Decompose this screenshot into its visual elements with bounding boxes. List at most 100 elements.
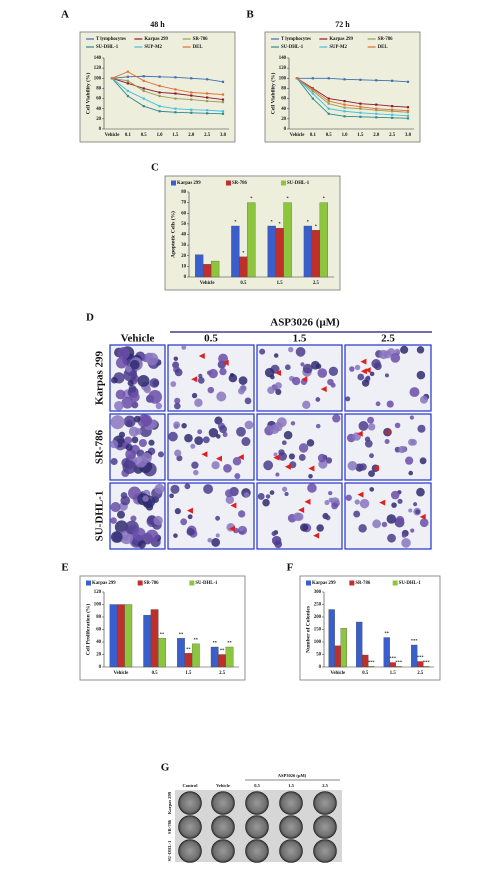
cell [405,456,414,465]
cell [331,502,338,510]
cell [122,460,137,474]
cell [386,514,397,524]
y-tick-label: 80 [281,87,286,92]
cell [284,491,289,497]
legend-label: SUP-M2 [144,45,162,50]
y-tick-label: 80 [96,615,101,620]
y-tick-label: 200 [314,615,322,620]
cell [169,493,174,499]
x-tick-label: 2.5 [313,281,320,286]
row-label: SU-DHL-1 [167,840,172,862]
plate [313,815,337,839]
cell [110,415,125,430]
cell [354,499,360,505]
cell [398,445,406,454]
y-tick-label: 150 [314,628,322,633]
legend-label: SR-786 [355,581,371,586]
data-point [406,114,410,117]
significance-label: ** [220,648,225,653]
data-point [391,79,394,82]
cell [298,454,306,461]
data-point [311,97,314,100]
cell [315,423,321,429]
cell [357,373,365,381]
legend-label: Karpas 299 [144,37,168,42]
cell [219,425,228,434]
cell [110,502,121,513]
x-tick-label: 0.1 [125,133,132,138]
data-point [158,75,161,78]
data-point [391,116,394,119]
cell [181,422,187,429]
series-line [111,77,224,103]
column-label: Vehicle [121,333,155,345]
data-point [311,89,314,93]
data-point [126,75,129,78]
data-point [359,111,362,114]
cell [372,519,382,529]
cell [416,346,425,354]
data-point [174,88,177,91]
data-point [406,80,410,83]
data-point [142,87,145,90]
cell [143,386,152,394]
legend-label: SU-DHL-1 [281,45,304,50]
cell [225,489,233,498]
cell [135,428,142,435]
arrowhead [284,463,291,470]
data-point [327,77,330,80]
micrograph-header: ASP3026 (μM) [270,317,340,329]
cell [155,402,163,410]
plate [245,839,269,863]
cell [208,428,219,438]
x-tick-label: 0.5 [141,133,148,138]
cell [203,484,214,494]
cell [317,453,327,463]
cell [271,531,277,537]
cell [302,400,311,409]
legend-swatch [171,180,176,186]
cell [325,515,331,521]
x-tick-label: 1.5 [277,281,284,286]
cell [369,487,375,492]
column-label: Control [183,783,199,788]
significance-label: ** [194,637,199,642]
bar [334,645,341,668]
plate [211,791,235,815]
bar [195,254,204,278]
cell [232,456,242,466]
bar [303,225,313,278]
bar [231,225,240,278]
cell [298,443,309,453]
cell [174,449,182,457]
y-axis-label: Cell Proliferation (%) [84,604,91,656]
bar [210,260,220,278]
series-line [111,77,224,112]
cell [259,348,266,355]
cell [383,350,392,359]
legend-label: T lymphocytes [281,37,311,42]
bar [202,264,212,278]
cell [243,492,250,498]
y-tick-label: 0 [99,127,102,132]
plate [211,815,235,839]
row-label: SU-DHL-1 [94,491,106,542]
panel-label: B [246,9,254,21]
cell [367,416,375,424]
legend-label: SU-DHL-1 [96,45,119,50]
cell [211,537,221,547]
data-point [311,88,314,91]
legend-label: SR-786 [378,37,394,42]
series-line [296,77,409,113]
cell [408,470,414,476]
significance-label: ** [212,640,217,645]
significance-label: * [250,196,253,201]
cell [111,376,118,384]
y-tick-label: 140 [94,56,102,61]
cell [275,472,280,477]
y-tick-label: 20 [181,254,186,259]
x-tick-label: 2.5 [389,133,396,138]
significance-label: *** [389,656,397,661]
cell [328,490,333,496]
series-line [296,78,409,119]
